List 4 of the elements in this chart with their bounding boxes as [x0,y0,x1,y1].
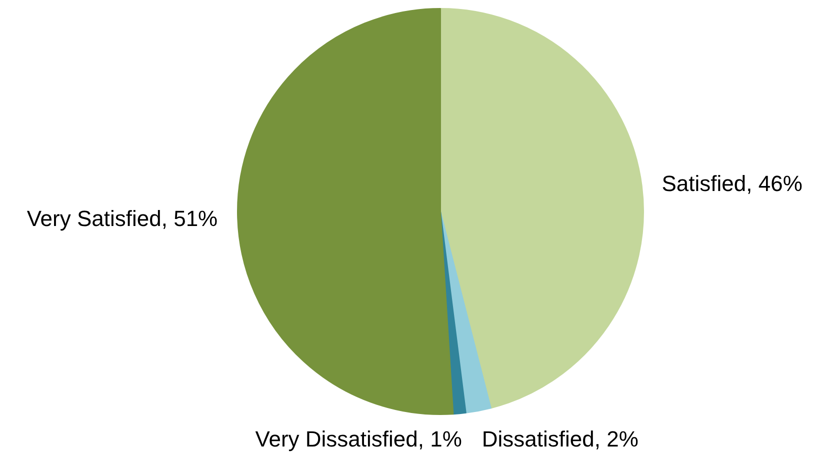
slice-label: Dissatisfied, 2% [482,426,638,452]
slice-label: Satisfied, 46% [662,171,802,196]
slice-label: Very Satisfied, 51% [26,206,218,232]
slice-label: Very Dissatisfied, 1% [255,426,462,452]
